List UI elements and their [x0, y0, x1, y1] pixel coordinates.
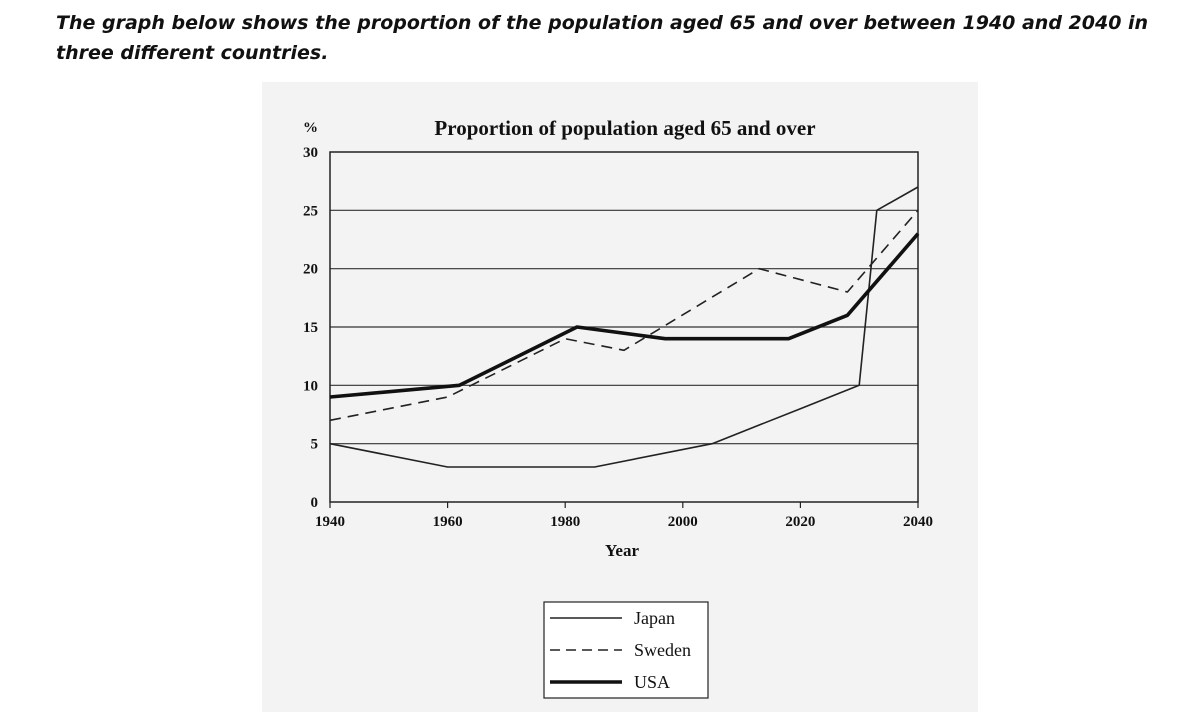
y-tick-label: 15 — [303, 320, 318, 336]
x-tick-label: 1980 — [550, 514, 580, 530]
series-lines — [329, 186, 920, 468]
x-tick-label: 1960 — [433, 514, 463, 530]
legend-label-usa: USA — [634, 672, 670, 692]
legend-label-sweden: Sweden — [634, 640, 691, 660]
x-axis-label: Year — [605, 541, 639, 560]
y-tick-label: 20 — [303, 262, 318, 278]
y-axis-unit-label: % — [303, 120, 318, 136]
series-line-japan — [329, 186, 919, 468]
grid-lines — [330, 209, 918, 445]
x-tick-label: 1940 — [315, 514, 345, 530]
legend-label-japan: Japan — [634, 608, 675, 628]
y-tick-label: 5 — [311, 437, 319, 453]
x-tick-label: 2040 — [903, 514, 933, 530]
legend: Japan Sweden USA — [543, 601, 709, 699]
y-tick-label: 30 — [303, 145, 318, 161]
y-tick-label: 0 — [311, 495, 319, 511]
y-tick-label: 10 — [303, 378, 318, 394]
series-line-usa — [329, 232, 920, 399]
y-tick-label: 25 — [303, 203, 318, 219]
ticks: 0 5 10 15 20 25 30 1940 1960 1980 2000 2020 2040 — [303, 145, 933, 530]
x-tick-label: 2020 — [785, 514, 815, 530]
chart-title: Proportion of population aged 65 and ove… — [434, 116, 815, 140]
intro-text: The graph below shows the proportion of … — [56, 12, 1149, 64]
plot-frame — [329, 151, 919, 503]
x-tick-label: 2000 — [668, 514, 698, 530]
series-line-sweden — [329, 209, 919, 422]
